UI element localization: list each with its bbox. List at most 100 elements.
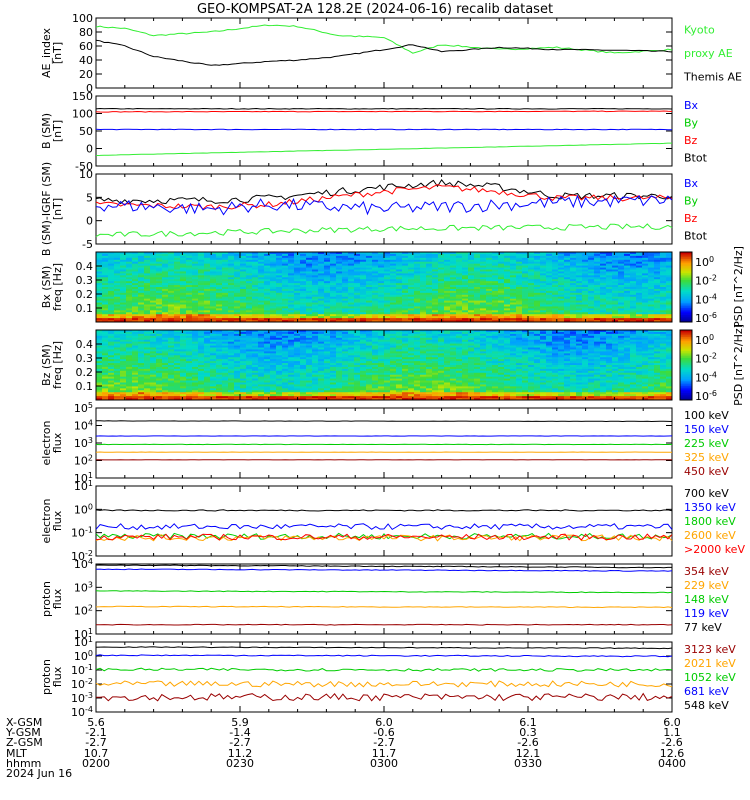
panel-spec_bx-cell <box>468 320 475 323</box>
panel-spec_bx-cell <box>660 279 667 282</box>
panel-spec_bx-cell <box>636 281 643 284</box>
panel-spec_bx-cell <box>606 312 613 315</box>
panel-spec_bx-cell <box>456 292 463 296</box>
panel-spec_bx-cell <box>552 298 559 302</box>
panel-spec_bx-cell <box>366 271 373 274</box>
panel-spec_bz-cell <box>150 378 157 381</box>
panel-spec_bx-cell <box>126 281 133 284</box>
panel-spec_bx-cell <box>528 316 535 319</box>
panel-spec_bx-cell <box>306 300 313 303</box>
panel-spec_bx-cell <box>402 255 409 259</box>
panel-spec_bx-cell <box>456 271 463 274</box>
panel-spec_bx-cell <box>414 302 421 305</box>
panel-spec_bx-cell <box>162 273 169 276</box>
panel-spec_bx-cell <box>486 259 493 263</box>
panel-spec_bz-cell <box>168 337 175 341</box>
panel-spec_bx-cell <box>390 308 397 311</box>
panel-spec_bx-cell <box>192 269 199 272</box>
panel-spec_bx-cell <box>342 300 349 303</box>
panel-spec_bx-cell <box>552 281 559 284</box>
panel-spec_bx-cell <box>336 263 343 267</box>
panel-spec_bx-cell <box>132 269 139 272</box>
panel-spec_bx-cell <box>600 281 607 284</box>
panel-spec_bx-cell <box>318 261 325 265</box>
panel-spec_bx-cell <box>450 253 457 257</box>
panel-spec_bz-cell <box>228 380 235 383</box>
panel-spec_bx-cell <box>156 316 163 319</box>
panel-spec_bx-cell <box>126 304 133 307</box>
panel-spec_bx-cell <box>294 287 301 290</box>
panel-spec_bx-cell <box>138 310 145 313</box>
panel-spec_bx-cell <box>504 261 511 265</box>
panel-spec_bx-cell <box>132 310 139 313</box>
panel-spec_bz-cell <box>240 343 247 346</box>
panel-spec_bz-cell <box>168 349 175 352</box>
panel-spec_bx-cell <box>288 288 295 292</box>
panel-spec_bx-cell <box>360 283 367 286</box>
panel-spec_bx-cell <box>132 294 139 298</box>
panel-spec_bx-cell <box>336 279 343 282</box>
panel-spec_bx-cell <box>120 320 127 323</box>
panel-spec_bx-cell <box>654 275 661 278</box>
panel-spec_bx-cell <box>174 306 181 309</box>
panel-spec_bx-cell <box>102 283 109 286</box>
panel-spec_bx-cell <box>600 263 607 267</box>
panel-spec_bx-cell <box>510 308 517 311</box>
panel-spec_bx-cell <box>396 318 403 321</box>
panel-spec_bx-cell <box>486 265 493 268</box>
panel-spec_bx-cell <box>438 314 445 317</box>
panel-spec_bx-cell <box>492 263 499 267</box>
panel-spec_bx-cell <box>354 320 361 323</box>
panel-spec_bx-cell <box>342 259 349 263</box>
panel-spec_bx-cell <box>276 271 283 274</box>
panel-spec_bz-cell <box>162 347 169 350</box>
panel-spec_bz-cell <box>192 363 199 366</box>
panel-spec_bx-cell <box>348 285 355 288</box>
panel-spec_bx-cell <box>444 283 451 286</box>
panel-spec_bx-cell <box>438 265 445 268</box>
panel-spec_bx-cell <box>444 271 451 274</box>
panel-spec_bx-cell <box>126 296 133 300</box>
panel-spec_bx-cell <box>384 277 391 280</box>
panel-spec_bz-cell <box>150 394 157 397</box>
panel-spec_bx-cell <box>246 296 253 300</box>
panel-spec_bx-cell <box>402 304 409 307</box>
panel-spec_bx-cell <box>462 253 469 257</box>
panel-spec_bx-cell <box>564 283 571 286</box>
panel-spec_bz-cell <box>222 359 229 362</box>
panel-spec_bz-cell <box>102 380 109 383</box>
panel-spec_bx-cell <box>618 253 625 257</box>
panel-spec_bz-cell <box>240 386 247 389</box>
panel-spec_bx-cell <box>132 320 139 323</box>
panel-spec_bx-cell <box>168 302 175 305</box>
panel-spec_bx-cell <box>624 257 631 261</box>
panel-spec_bx-cell <box>588 296 595 300</box>
panel-spec_bx-cell <box>552 312 559 315</box>
panel-spec_bz-cell <box>156 345 163 348</box>
panel-spec_bx-cell <box>510 253 517 257</box>
panel-spec_bx-cell <box>162 257 169 261</box>
panel-spec_bz-cell <box>180 361 187 364</box>
panel-spec_bx-cell <box>552 275 559 278</box>
panel-spec_bx-cell <box>192 267 199 270</box>
panel-spec_bx-cell <box>144 279 151 282</box>
panel-spec_bx-cell <box>516 269 523 272</box>
panel-spec_bx-cell <box>330 300 337 303</box>
panel-spec_bx-cell <box>648 294 655 298</box>
panel-spec_bx-cell <box>402 263 409 267</box>
panel-spec_bx-cell <box>630 261 637 265</box>
panel-spec_bx-cell <box>246 273 253 276</box>
panel-spec_bz-cell <box>246 396 253 399</box>
panel-spec_bz-cell <box>198 396 205 399</box>
panel-spec_bx-cell <box>372 318 379 321</box>
panel-spec_bx-cell <box>132 290 139 294</box>
panel-spec_bz-cell <box>246 372 253 376</box>
panel-spec_bx-cell <box>648 253 655 257</box>
panel-e_low-legend-entry-1: 150 keV <box>684 423 729 436</box>
panel-spec_bx-cell <box>120 261 127 265</box>
panel-spec_bx-cell <box>654 277 661 280</box>
panel-spec_bx-cell <box>246 281 253 284</box>
panel-spec_bx-cell <box>216 302 223 305</box>
panel-spec_bx-cell <box>198 279 205 282</box>
panel-spec_bx-cell <box>666 296 673 300</box>
